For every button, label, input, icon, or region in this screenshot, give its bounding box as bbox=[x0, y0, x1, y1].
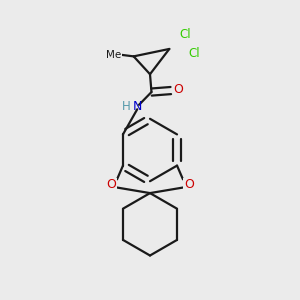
Text: N: N bbox=[133, 100, 142, 113]
Text: Me: Me bbox=[106, 50, 121, 60]
Text: Cl: Cl bbox=[180, 28, 191, 40]
Text: O: O bbox=[106, 178, 116, 191]
Text: Cl: Cl bbox=[189, 47, 200, 60]
Text: O: O bbox=[184, 178, 194, 191]
Text: O: O bbox=[173, 83, 183, 97]
Text: H: H bbox=[122, 100, 130, 113]
